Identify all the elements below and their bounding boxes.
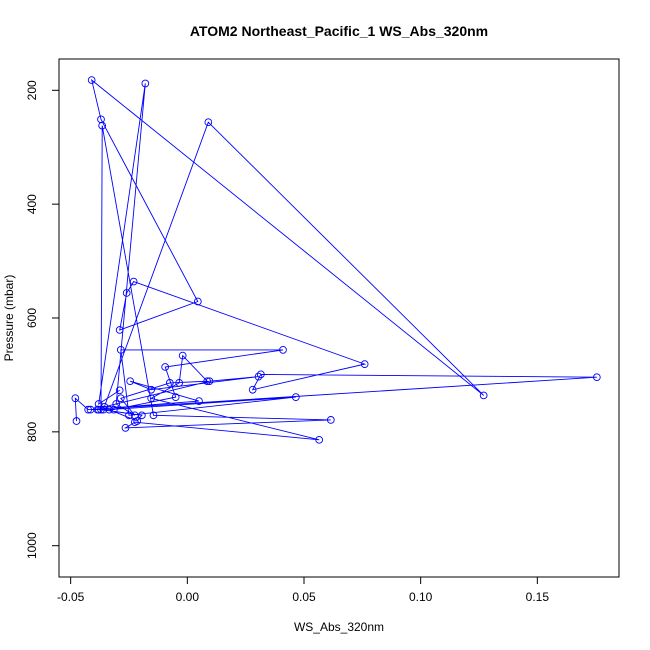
- data-point: [72, 417, 81, 425]
- data-point: [175, 379, 184, 387]
- data-point: [121, 424, 130, 432]
- x-axis: -0.05 0.00 0.05 0.10 0.15: [57, 576, 550, 604]
- data-point: [125, 411, 133, 420]
- data-point: [84, 405, 93, 414]
- data-point: [98, 121, 107, 130]
- y-tick-label: 600: [25, 308, 39, 328]
- y-axis: 200 400 600 800 1000: [25, 80, 60, 559]
- data-point: [126, 377, 135, 386]
- data-point: [479, 391, 488, 400]
- data-point: [205, 377, 214, 386]
- data-point: [161, 363, 170, 371]
- data-point: [147, 394, 156, 403]
- data-point: [93, 405, 102, 414]
- data-point: [291, 393, 300, 401]
- data-point: [115, 326, 124, 334]
- data-point: [203, 377, 212, 386]
- data-point: [315, 435, 324, 444]
- y-tick-label: 200: [25, 80, 39, 100]
- data-point: [256, 370, 265, 379]
- x-axis-label: WS_Abs_320nm: [294, 620, 384, 634]
- data-point: [122, 289, 131, 297]
- data-point: [129, 277, 138, 286]
- data-point: [149, 411, 158, 420]
- plot-frame: [58, 58, 620, 578]
- data-point: [195, 397, 203, 405]
- x-tick-label: 0.10: [409, 590, 433, 604]
- y-tick-label: 400: [25, 194, 39, 214]
- y-tick-label: 800: [25, 422, 39, 442]
- y-axis-label: Pressure (mbar): [2, 275, 16, 362]
- data-point: [360, 360, 369, 368]
- data-point: [116, 346, 125, 354]
- data-point: [254, 372, 263, 381]
- data-point: [279, 346, 287, 354]
- data-point: [105, 405, 114, 414]
- data-point: [116, 394, 125, 403]
- data-point: [204, 118, 213, 127]
- x-tick-label: 0.05: [292, 590, 316, 604]
- series-line: [74, 78, 597, 441]
- data-point: [178, 351, 187, 360]
- data-point: [130, 411, 139, 420]
- x-tick-label: 0.15: [526, 590, 550, 604]
- data-point: [112, 400, 121, 408]
- x-tick-label: -0.05: [57, 590, 85, 604]
- data-point: [326, 416, 335, 424]
- data-point: [592, 373, 601, 382]
- chart-title: ATOM2 Northeast_Pacific_1 WS_Abs_320nm: [190, 23, 488, 39]
- data-point: [141, 79, 150, 88]
- data-point: [193, 297, 202, 306]
- x-tick-label: 0.00: [176, 590, 200, 604]
- data-point: [248, 385, 257, 394]
- series-layer: [71, 76, 601, 444]
- y-tick-label: 1000: [25, 532, 39, 559]
- data-point: [71, 394, 80, 403]
- data-point: [87, 76, 96, 84]
- data-point: [94, 400, 103, 408]
- data-point: [147, 385, 156, 394]
- data-point: [115, 386, 124, 395]
- data-point: [171, 393, 180, 401]
- data-point: [165, 379, 174, 387]
